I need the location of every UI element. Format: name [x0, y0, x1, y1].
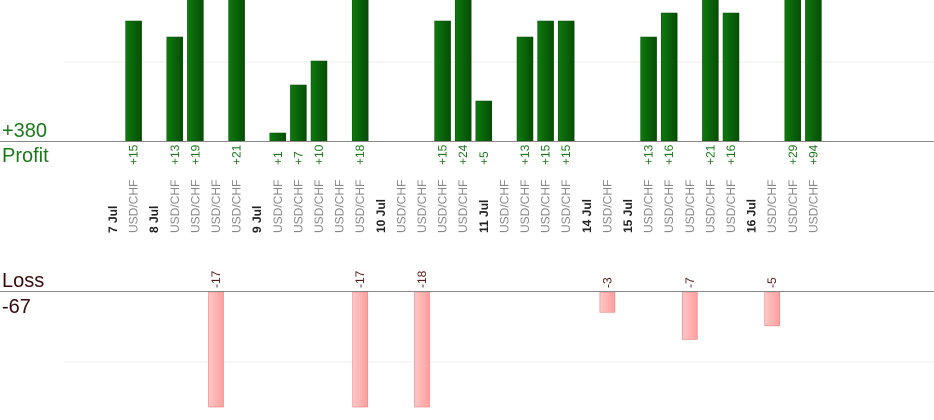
loss-total: -67: [2, 296, 31, 318]
loss-data-label: -7: [683, 277, 697, 288]
profit-bar: [805, 0, 822, 142]
profit-bar: [434, 20, 451, 142]
loss-bar: [208, 291, 224, 408]
profit-bar: [702, 0, 719, 142]
profit-data-label: +13: [642, 144, 656, 165]
profit-bar: [228, 0, 245, 142]
symbol-label: USD/CHF: [539, 180, 553, 233]
profit-bar: [640, 36, 657, 142]
symbol-label: USD/CHF: [497, 180, 511, 233]
profit-total: +380: [2, 120, 48, 142]
symbol-label: USD/CHF: [600, 180, 614, 233]
profit-bar: [187, 0, 204, 142]
date-label: 15 Jul: [621, 199, 635, 233]
symbol-label: USD/CHF: [188, 180, 202, 233]
profit-data-label: +16: [662, 144, 676, 165]
loss-bar: [599, 291, 616, 313]
profit-bar: [454, 0, 472, 142]
symbol-label: USD/CHF: [333, 180, 347, 233]
profit-label: Profit: [2, 145, 49, 167]
profit-labels: +15 +13 +19 +21 +1 +7 +10 +18 +15 +24 +5 +13 +15 +15 +…: [127, 144, 821, 165]
symbol-label: USD/CHF: [642, 180, 656, 233]
symbol-label: USD/CHF: [786, 180, 800, 233]
symbol-label: USD/CHF: [559, 180, 573, 233]
loss-bar: [764, 291, 781, 327]
date-label: 14 Jul: [580, 199, 594, 233]
symbol-label: USD/CHF: [703, 180, 717, 233]
symbol-label: USD/CHF: [271, 180, 285, 233]
profit-data-label: +13: [518, 144, 532, 165]
date-label: 9 Jul: [250, 206, 264, 233]
profit-bar: [351, 0, 369, 142]
date-label: 11 Jul: [477, 200, 491, 233]
profit-bar: [722, 12, 740, 142]
symbol-label: USD/CHF: [291, 180, 305, 233]
profit-data-label: +94: [806, 144, 820, 165]
profit-data-label: +10: [312, 144, 326, 165]
profit-bar: [290, 84, 307, 142]
symbol-label: USD/CHF: [765, 180, 779, 233]
loss-bars: [208, 291, 781, 408]
date-label: 10 Jul: [374, 199, 388, 233]
loss-data-label: -17: [209, 270, 223, 288]
symbol-label: USD/CHF: [209, 180, 223, 233]
symbol-label: USD/CHF: [662, 180, 676, 233]
profit-data-label: +29: [786, 144, 800, 165]
symbol-label: USD/CHF: [168, 180, 182, 233]
profit-data-label: +15: [539, 144, 553, 165]
loss-data-label: -5: [765, 277, 779, 288]
profit-data-label: +15: [127, 144, 141, 165]
profit-data-label: +1: [271, 151, 285, 165]
profit-data-label: +24: [456, 144, 470, 165]
symbol-label: USD/CHF: [312, 180, 326, 233]
loss-data-label: -18: [415, 270, 429, 288]
date-label: 8 Jul: [147, 206, 161, 233]
profit-data-label: +15: [559, 144, 573, 165]
loss-data-label: -17: [353, 270, 367, 288]
symbol-label: USD/CHF: [230, 180, 244, 233]
profit-data-label: +15: [436, 144, 450, 165]
profit-data-label: +7: [291, 151, 305, 165]
profit-bars: [125, 0, 822, 142]
loss-data-label: -3: [600, 277, 614, 288]
date-label: 16 Jul: [745, 199, 759, 233]
symbol-label: USD/CHF: [724, 180, 738, 233]
profit-data-label: +21: [703, 144, 717, 165]
profit-data-label: +5: [477, 151, 491, 165]
loss-bar: [414, 291, 430, 408]
symbol-label: USD/CHF: [127, 180, 141, 233]
profit-data-label: +19: [188, 144, 202, 165]
symbol-label: USD/CHF: [456, 180, 470, 233]
loss-bar: [352, 291, 369, 408]
profit-bar: [166, 36, 184, 142]
profit-bar: [557, 20, 575, 142]
profit-bar: [660, 12, 678, 142]
symbol-label: USD/CHF: [806, 180, 820, 233]
profit-bar: [537, 20, 554, 142]
symbol-label: USD/CHF: [415, 180, 429, 233]
profit-bar: [310, 60, 328, 142]
symbol-label: USD/CHF: [353, 180, 367, 233]
loss-labels: -17 -17 -18 -3 -7 -5: [209, 270, 779, 288]
profit-bar: [475, 100, 493, 142]
symbol-label: USD/CHF: [394, 180, 408, 233]
profit-bar: [125, 20, 142, 142]
loss-bar: [681, 291, 698, 340]
profit-data-label: +18: [353, 144, 367, 165]
symbol-label: USD/CHF: [436, 180, 450, 233]
profit-bar: [269, 132, 287, 142]
profit-data-label: +21: [230, 144, 244, 165]
category-labels: 7 Jul USD/CHF 8 Jul USD/CHF USD/CHF USD/CHF US…: [106, 180, 820, 233]
loss-label: Loss: [2, 270, 45, 292]
symbol-label: USD/CHF: [683, 180, 697, 233]
profit-bar: [516, 36, 534, 142]
profit-data-label: +16: [724, 144, 738, 165]
symbol-label: USD/CHF: [518, 180, 532, 233]
date-label: 7 Jul: [106, 206, 120, 233]
profit-data-label: +13: [168, 144, 182, 165]
profit-bar: [784, 0, 802, 142]
